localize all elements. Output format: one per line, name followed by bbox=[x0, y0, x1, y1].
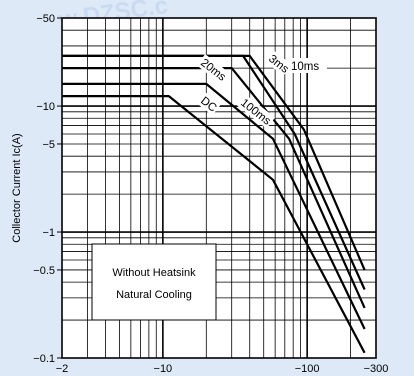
condition-line-2: Natural Cooling bbox=[116, 289, 192, 301]
plot-frame bbox=[61, 17, 377, 359]
annotation-3ms-bg bbox=[264, 50, 293, 76]
series-line-20ms bbox=[62, 67, 366, 309]
series-line-dc bbox=[62, 95, 366, 354]
annotation-20ms-bg bbox=[196, 54, 231, 85]
annotation-dc-bg bbox=[196, 92, 221, 116]
annotation-100ms-bg bbox=[236, 94, 276, 129]
y-tick-label: −0.1 bbox=[33, 353, 55, 365]
condition-box-frame bbox=[91, 243, 217, 321]
y-tick-label: −0.5 bbox=[33, 265, 55, 277]
annotation-10ms-text: 10ms bbox=[291, 61, 319, 73]
series-layer bbox=[62, 54, 366, 354]
y-tick-label: −50 bbox=[36, 13, 55, 25]
series-line-100ms bbox=[62, 82, 366, 330]
series-line-3ms bbox=[62, 54, 366, 271]
y-tick-label: −10 bbox=[36, 101, 55, 113]
x-tick-label: −100 bbox=[295, 363, 320, 375]
y-tick-label: −1 bbox=[42, 227, 55, 239]
annotation-10ms-bg bbox=[289, 58, 327, 73]
y-axis-label: Collector Current Ic(A) bbox=[11, 133, 23, 242]
y-tick-label: −5 bbox=[42, 139, 55, 151]
x-tick-label: −10 bbox=[154, 363, 173, 375]
x-tick-label: −2 bbox=[56, 363, 69, 375]
axis-ticks: −2 −10 −100 −300 −50 −10 −5 −1 −0.5 −0.1 bbox=[33, 13, 388, 375]
condition-line-1: Without Heatsink bbox=[112, 267, 196, 279]
condition-box: Without Heatsink Natural Cooling bbox=[91, 243, 217, 321]
annotation-10ms: 10ms bbox=[289, 58, 327, 73]
x-tick-label: −300 bbox=[364, 363, 389, 375]
